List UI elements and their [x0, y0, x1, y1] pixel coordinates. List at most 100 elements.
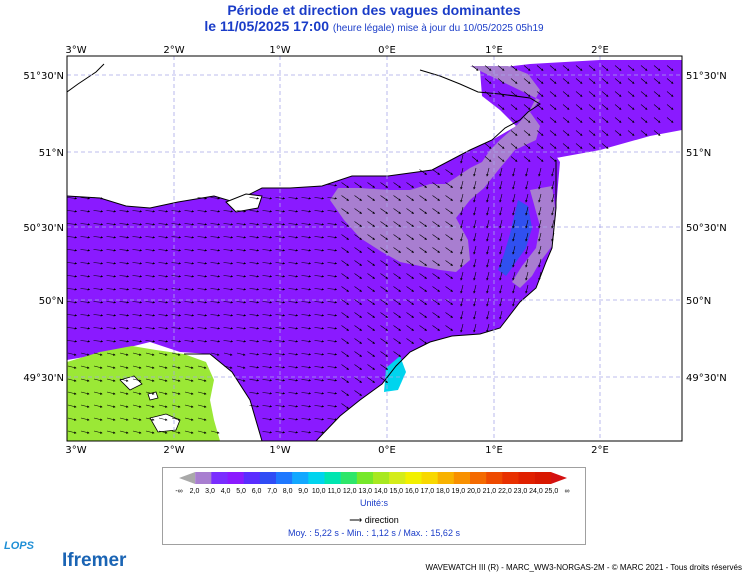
direction-arrow [262, 418, 273, 421]
direction-arrow [406, 273, 414, 279]
direction-arrow [380, 377, 388, 383]
direction-arrow [80, 378, 90, 382]
direction-arrow [249, 249, 260, 252]
direction-arrow [536, 156, 544, 162]
direction-arrow [236, 301, 247, 304]
direction-arrow [549, 91, 557, 97]
direction-arrow [486, 271, 490, 281]
sea-cyan [384, 356, 406, 392]
direction-arrow [367, 195, 375, 201]
direction-arrow [275, 275, 286, 278]
direction-arrow [171, 430, 181, 434]
direction-arrow [354, 338, 362, 344]
direction-arrow [601, 65, 609, 71]
direction-arrow [197, 417, 207, 421]
direction-arrow [67, 327, 78, 330]
direction-arrow [380, 299, 388, 305]
legend-swatch [502, 472, 519, 484]
direction-arrow [551, 219, 555, 229]
direction-arrow [627, 91, 635, 97]
sea-blue [498, 200, 532, 276]
direction-arrow [119, 301, 130, 304]
direction-arrow [460, 180, 464, 190]
direction-arrow [106, 236, 117, 239]
direction-arrow [106, 327, 117, 330]
direction-arrow [523, 143, 531, 149]
direction-arrow [460, 206, 464, 216]
direction-arrow [512, 284, 516, 294]
direction-arrow [406, 234, 414, 240]
direction-arrow [497, 104, 505, 110]
legend-tick-label: 23,0 [514, 488, 528, 495]
direction-arrow [67, 430, 77, 434]
direction-arrow [249, 314, 260, 317]
direction-arrow [262, 405, 273, 408]
direction-arrow [249, 236, 260, 239]
direction-arrow [249, 405, 260, 408]
direction-arrow [288, 340, 299, 343]
direction-arrow [341, 338, 349, 344]
direction-arrow [80, 352, 90, 356]
direction-arrow [486, 310, 490, 320]
direction-arrow [419, 195, 427, 201]
direction-arrow [512, 219, 516, 229]
direction-arrow [445, 312, 453, 318]
lat-left-5130: 51°30'N [23, 71, 64, 82]
legend-tick-label: 5,0 [236, 488, 246, 495]
direction-arrow [314, 314, 325, 317]
direction-arrow [171, 236, 182, 239]
direction-arrow [549, 156, 557, 162]
direction-arrow [80, 275, 91, 278]
direction-arrow [223, 275, 234, 278]
direction-arrow [67, 288, 78, 291]
direction-arrow [93, 430, 103, 434]
direction-arrow [354, 182, 362, 188]
direction-arrow [575, 117, 583, 123]
direction-arrow [236, 288, 247, 291]
lat-left-4930: 49°30'N [23, 373, 64, 384]
direction-arrow [614, 104, 622, 110]
direction-arrow [432, 286, 440, 292]
direction-arrow [327, 275, 338, 278]
direction-arrow [538, 271, 542, 281]
direction-arrow [393, 351, 401, 357]
direction-arrow [525, 258, 529, 268]
direction-arrow [262, 366, 273, 369]
direction-arrow [575, 143, 583, 149]
direction-arrow [653, 65, 661, 71]
direction-arrow [367, 299, 375, 305]
direction-arrow [158, 236, 169, 239]
legend-swatch [373, 472, 390, 484]
direction-arrow [132, 223, 143, 226]
direction-arrow [499, 258, 503, 268]
direction-arrow [119, 262, 130, 265]
legend-tick-label: 15,0 [389, 488, 403, 495]
direction-arrow [460, 310, 464, 320]
direction-arrow [432, 182, 440, 188]
direction-arrow [525, 245, 529, 255]
direction-arrow [275, 210, 286, 213]
direction-arrow [132, 378, 142, 382]
direction-arrow [158, 223, 169, 226]
map-frame [66, 55, 683, 442]
direction-arrow [406, 195, 414, 201]
direction-arrow [653, 78, 661, 84]
direction-arrow [562, 117, 570, 123]
legend-tick-label: 4,0 [221, 488, 231, 495]
direction-arrow [327, 223, 338, 226]
direction-arrow [132, 404, 142, 408]
legend-tick-label: 10,0 [312, 488, 326, 495]
channel-island-2 [119, 375, 143, 391]
direction-arrow [106, 262, 117, 265]
direction-arrow [93, 340, 104, 343]
direction-arrow [197, 404, 207, 408]
direction-arrow [119, 352, 129, 356]
direction-arrow [67, 340, 78, 343]
direction-arrow [432, 273, 440, 279]
direction-arrow [640, 104, 648, 110]
direction-arrow [562, 78, 570, 84]
cotentin-coastline [184, 353, 263, 441]
direction-arrow [132, 249, 143, 252]
lon-top-0e: 0°E [378, 45, 396, 56]
legend-tick-label: 20,0 [467, 488, 481, 495]
